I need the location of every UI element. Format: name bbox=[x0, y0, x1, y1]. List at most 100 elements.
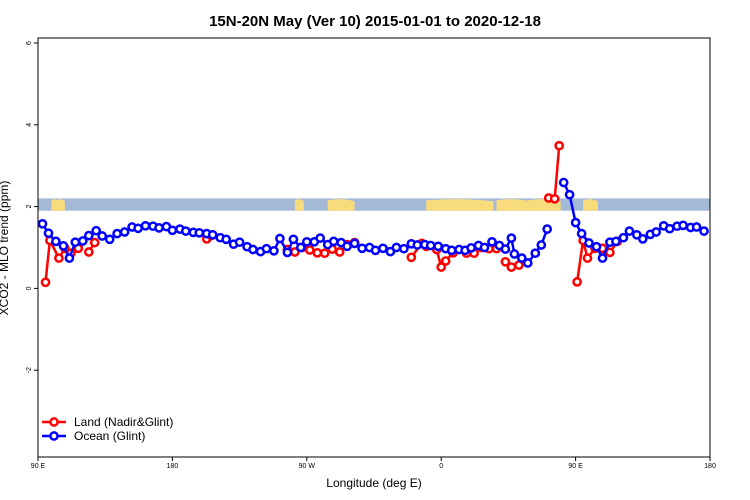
legend-label: Ocean (Glint) bbox=[74, 429, 145, 443]
x-tick-label: 0 bbox=[439, 463, 443, 470]
land-patch bbox=[496, 199, 531, 211]
legend-swatch-marker bbox=[49, 417, 59, 427]
data-point bbox=[275, 233, 285, 244]
y-tick-label: -2 bbox=[26, 367, 33, 373]
series-land bbox=[40, 140, 623, 288]
chart-title: 15N-20N May (Ver 10) 2015-01-01 to 2020-… bbox=[209, 13, 541, 30]
data-point bbox=[91, 225, 102, 236]
data-point bbox=[357, 243, 367, 254]
data-point bbox=[301, 236, 312, 247]
data-point bbox=[479, 242, 490, 253]
data-point bbox=[83, 247, 94, 257]
x-tick-label: 180 bbox=[167, 463, 179, 470]
x-tick-label: 90 W bbox=[299, 463, 316, 470]
data-point bbox=[506, 233, 517, 243]
data-point bbox=[342, 241, 352, 252]
legend: Land (Nadir&Glint)Ocean (Glint) bbox=[42, 415, 173, 443]
data-point bbox=[506, 262, 517, 272]
data-point bbox=[112, 228, 122, 239]
data-point bbox=[38, 218, 48, 229]
data-point bbox=[282, 247, 293, 258]
data-point bbox=[70, 237, 81, 248]
plot-frame bbox=[37, 37, 711, 458]
data-point bbox=[564, 189, 575, 200]
series-layer bbox=[38, 140, 709, 288]
data-point bbox=[370, 245, 381, 256]
y-tick-label: 6 bbox=[26, 41, 33, 45]
legend-swatch-marker bbox=[49, 431, 59, 441]
data-point bbox=[530, 248, 541, 259]
data-point bbox=[304, 245, 315, 255]
data-point bbox=[536, 240, 547, 250]
data-point bbox=[570, 217, 581, 228]
data-point bbox=[436, 262, 447, 272]
data-point bbox=[40, 277, 51, 288]
data-point bbox=[522, 258, 533, 268]
y-tick-label: 2 bbox=[26, 205, 33, 209]
land-patch bbox=[327, 199, 355, 211]
data-point bbox=[406, 252, 417, 263]
data-point bbox=[651, 227, 662, 237]
data-point bbox=[500, 256, 511, 267]
data-point bbox=[433, 241, 444, 252]
data-point bbox=[500, 244, 511, 254]
data-point bbox=[664, 223, 675, 234]
data-point bbox=[334, 247, 345, 257]
data-point bbox=[378, 243, 388, 254]
data-point bbox=[83, 230, 94, 241]
data-point bbox=[315, 233, 326, 243]
data-point bbox=[440, 256, 451, 266]
data-point bbox=[611, 236, 621, 247]
data-point bbox=[349, 238, 360, 249]
data-point bbox=[572, 277, 582, 287]
data-point bbox=[207, 229, 218, 240]
data-point bbox=[399, 243, 409, 254]
data-point bbox=[466, 243, 476, 253]
data-point bbox=[194, 227, 205, 238]
data-point bbox=[542, 224, 553, 234]
data-point bbox=[295, 242, 306, 253]
data-point bbox=[618, 232, 629, 243]
data-point bbox=[391, 242, 402, 253]
data-point bbox=[234, 237, 245, 248]
data-point bbox=[509, 249, 520, 259]
data-point bbox=[328, 236, 339, 247]
land-patch bbox=[426, 199, 494, 211]
y-tick-label: 0 bbox=[26, 286, 33, 290]
data-point bbox=[43, 228, 54, 239]
y-tick-label: 4 bbox=[26, 123, 33, 127]
land-patch bbox=[57, 199, 65, 211]
data-point bbox=[591, 241, 602, 252]
land-patch bbox=[51, 199, 59, 211]
data-point bbox=[597, 253, 608, 263]
x-tick-label: 180 bbox=[704, 463, 716, 470]
data-point bbox=[97, 231, 108, 241]
data-point bbox=[412, 240, 423, 250]
data-point bbox=[269, 245, 279, 256]
x-tick-label: 90 E bbox=[568, 463, 583, 470]
data-point bbox=[549, 193, 560, 204]
data-point bbox=[133, 223, 143, 234]
data-point bbox=[180, 226, 191, 236]
x-axis-label: Longitude (deg E) bbox=[326, 476, 421, 490]
data-point bbox=[446, 245, 457, 256]
map-strip bbox=[38, 198, 710, 211]
data-point bbox=[167, 225, 178, 236]
data-point bbox=[624, 226, 635, 236]
data-point bbox=[64, 253, 75, 263]
series-line bbox=[548, 145, 561, 201]
ocean-band bbox=[38, 198, 710, 211]
y-axis-label: XCO2 - MLO trend (ppm) bbox=[0, 181, 11, 316]
data-point bbox=[140, 220, 151, 231]
data-point bbox=[119, 227, 130, 237]
data-point bbox=[319, 248, 330, 259]
data-point bbox=[104, 234, 115, 245]
data-point bbox=[51, 236, 61, 247]
data-point bbox=[576, 228, 587, 239]
data-point bbox=[261, 243, 272, 254]
y-axis: -2 0 2 4 6 bbox=[26, 41, 38, 373]
data-point bbox=[425, 240, 436, 251]
data-point bbox=[691, 222, 702, 232]
data-point bbox=[288, 234, 299, 245]
